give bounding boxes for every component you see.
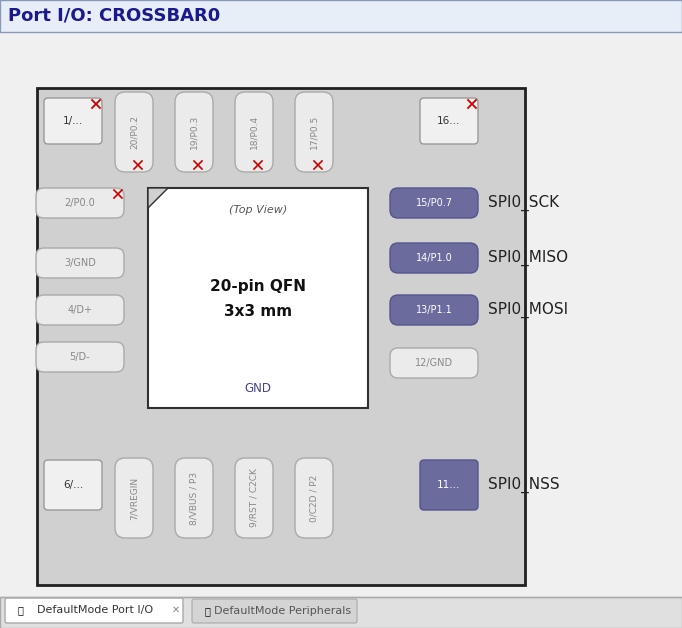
FancyBboxPatch shape (175, 458, 213, 538)
Text: 5/D-: 5/D- (70, 352, 90, 362)
Text: GND: GND (245, 381, 271, 394)
FancyBboxPatch shape (390, 243, 478, 273)
Text: 14/P1.0: 14/P1.0 (415, 253, 452, 263)
Text: SPI0_SCK: SPI0_SCK (488, 195, 559, 211)
Text: 17/P0.5: 17/P0.5 (310, 115, 318, 149)
Text: 🔧: 🔧 (17, 605, 23, 615)
FancyBboxPatch shape (390, 188, 478, 218)
Text: 18/P0.4: 18/P0.4 (250, 115, 258, 149)
Text: 4/D+: 4/D+ (68, 305, 93, 315)
Text: 20/P0.2: 20/P0.2 (130, 115, 138, 149)
Text: 15/P0.7: 15/P0.7 (415, 198, 452, 208)
Text: 6/...: 6/... (63, 480, 83, 490)
Text: 2/P0.0: 2/P0.0 (65, 198, 95, 208)
Bar (37, 88, 525, 585)
Bar (0, 597, 682, 628)
Text: SPI0_MOSI: SPI0_MOSI (488, 302, 568, 318)
Text: ✕: ✕ (172, 605, 180, 615)
Text: SPI0_MISO: SPI0_MISO (488, 250, 568, 266)
FancyBboxPatch shape (44, 98, 102, 144)
FancyBboxPatch shape (5, 598, 183, 623)
Text: DefaultMode Peripherals: DefaultMode Peripherals (214, 606, 351, 616)
Text: 12/GND: 12/GND (415, 358, 453, 368)
Text: 20-pin QFN: 20-pin QFN (210, 278, 306, 293)
Text: Port I/O: CROSSBAR0: Port I/O: CROSSBAR0 (8, 7, 220, 25)
Text: 11...: 11... (437, 480, 460, 490)
FancyBboxPatch shape (235, 92, 273, 172)
FancyBboxPatch shape (36, 342, 124, 372)
Bar (0, 0, 682, 32)
Text: 3x3 mm: 3x3 mm (224, 305, 292, 320)
Polygon shape (148, 188, 168, 208)
FancyBboxPatch shape (36, 188, 124, 218)
FancyBboxPatch shape (390, 348, 478, 378)
FancyBboxPatch shape (175, 92, 213, 172)
Text: 3/GND: 3/GND (64, 258, 96, 268)
Text: 16...: 16... (437, 116, 460, 126)
Text: 0/C2D / P2: 0/C2D / P2 (310, 474, 318, 522)
Text: SPI0_NSS: SPI0_NSS (488, 477, 560, 493)
FancyBboxPatch shape (295, 458, 333, 538)
FancyBboxPatch shape (36, 248, 124, 278)
FancyBboxPatch shape (390, 295, 478, 325)
FancyBboxPatch shape (235, 458, 273, 538)
Text: (Top View): (Top View) (229, 205, 287, 215)
Text: 13/P1.1: 13/P1.1 (415, 305, 452, 315)
Text: 8/VBUS / P3: 8/VBUS / P3 (190, 472, 198, 524)
FancyBboxPatch shape (420, 98, 478, 144)
FancyBboxPatch shape (295, 92, 333, 172)
Text: DefaultMode Port I/O: DefaultMode Port I/O (37, 605, 153, 615)
Text: 9/RST / C2CK: 9/RST / C2CK (250, 468, 258, 528)
FancyBboxPatch shape (36, 295, 124, 325)
FancyBboxPatch shape (115, 458, 153, 538)
FancyBboxPatch shape (115, 92, 153, 172)
FancyBboxPatch shape (44, 460, 102, 510)
FancyBboxPatch shape (192, 599, 357, 623)
Text: 🔧: 🔧 (204, 606, 210, 616)
Text: 7/VREGIN: 7/VREGIN (130, 477, 138, 519)
Text: 19/P0.3: 19/P0.3 (190, 115, 198, 149)
Text: 1/...: 1/... (63, 116, 83, 126)
Bar (148, 188, 368, 408)
FancyBboxPatch shape (420, 460, 478, 510)
